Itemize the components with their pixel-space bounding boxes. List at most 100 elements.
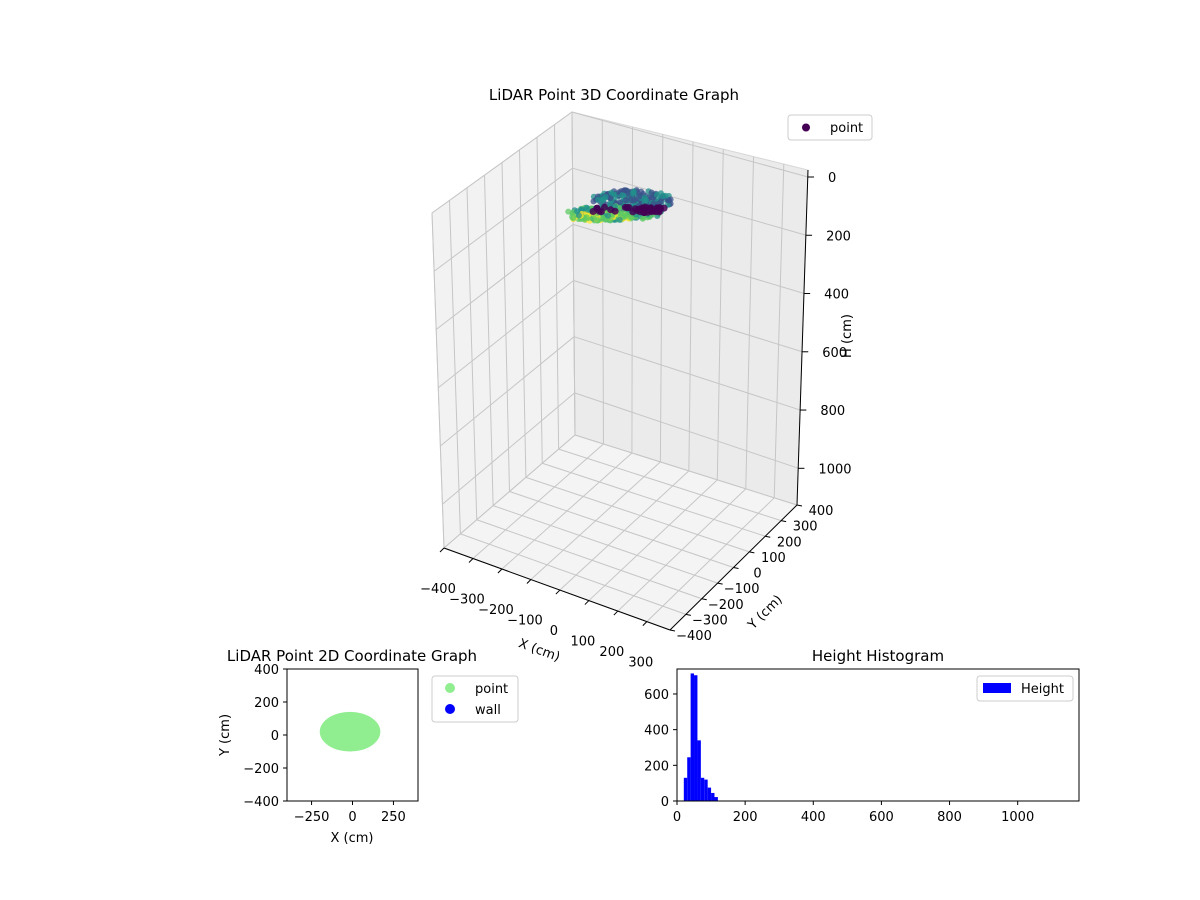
cloud-point	[607, 195, 614, 202]
tick-mark-x	[439, 547, 445, 553]
cloud-point	[602, 193, 609, 200]
cloud-point-dark	[652, 208, 660, 216]
tick-label-x: −100	[507, 614, 543, 629]
tick-label-x-2d: −250	[294, 810, 330, 825]
histogram-bar	[700, 777, 705, 801]
legend-label-point-3d: point	[830, 121, 863, 136]
tick-mark-x	[468, 558, 474, 563]
point-region-2d	[319, 711, 381, 752]
cloud-point-dark	[611, 207, 619, 215]
grid-line-z-wall	[440, 336, 575, 447]
cloud-point	[570, 215, 577, 222]
point-region-lobe	[336, 716, 373, 735]
ticks-3d: −400−300−200−1000100200300−400−300−200−1…	[420, 171, 851, 671]
tick-mark-y	[717, 582, 723, 585]
cloud-point	[643, 197, 650, 204]
tick-label-z: 0	[828, 171, 836, 186]
grid-line-x-wall	[601, 119, 604, 444]
histogram-bar	[690, 673, 695, 801]
grid-line-z-wall	[431, 111, 573, 214]
cloud-point	[667, 196, 674, 203]
tick-label-z: 200	[826, 229, 851, 244]
cloud-point-dark	[634, 207, 641, 215]
tick-label-x-hist: 800	[937, 810, 962, 825]
grid-line-z-wall	[442, 392, 575, 505]
grid-line-z	[574, 392, 799, 469]
tick-mark-y	[796, 504, 803, 507]
tick-mark-y	[749, 551, 755, 554]
cloud-point	[639, 215, 646, 222]
grid-line-y	[460, 533, 687, 615]
cloud-point	[625, 190, 632, 196]
chart-3d-title: LiDAR Point 3D Coordinate Graph	[489, 86, 739, 104]
legend-3d: point	[787, 114, 873, 141]
y-axis-label-3d: Y (cm)	[745, 592, 786, 633]
histogram-title: Height Histogram	[812, 647, 944, 665]
tick-label-y: 400	[809, 504, 834, 519]
grid-line-z-wall	[437, 280, 574, 389]
legend-2d: point wall	[431, 675, 519, 723]
x-axis-label-2d: X (cm)	[331, 831, 374, 846]
legend-histogram: Height	[976, 675, 1074, 702]
tick-label-x-hist: 1000	[1001, 810, 1034, 825]
tick-label-y-hist: 200	[644, 759, 669, 774]
legend-label-wall-2d: wall	[475, 703, 501, 718]
cloud-point	[648, 189, 655, 196]
histogram-bar	[707, 787, 712, 801]
tick-label-y: 300	[793, 520, 818, 535]
scatter-3d-chart: LiDAR Point 3D Coordinate Graph −400−300…	[420, 86, 873, 671]
cloud-point	[595, 196, 601, 203]
grid-line-y-wall	[466, 187, 478, 520]
tick-label-z: 600	[822, 346, 847, 361]
grid-line-x-wall	[745, 156, 755, 489]
tick-label-y: 100	[761, 551, 786, 566]
tick-label-y: −100	[724, 582, 760, 597]
tick-mark-y	[765, 535, 771, 538]
tick-label-y-hist: 400	[644, 724, 669, 739]
histogram-bar	[714, 797, 718, 801]
cloud-point	[608, 189, 615, 196]
cloud-point-dark	[646, 204, 654, 212]
cloud-point-dark	[640, 209, 648, 217]
legend-swatch-height	[983, 683, 1011, 693]
grid-line-y-wall	[484, 175, 494, 506]
tick-label-y: −200	[708, 598, 744, 613]
x-axis-label-3d: X (cm)	[516, 636, 562, 665]
grid-line-y	[509, 491, 734, 568]
histogram-bar	[697, 740, 701, 801]
tick-mark-x	[497, 568, 503, 574]
grid-line-z	[572, 223, 805, 295]
tick-label-x: −300	[449, 593, 485, 608]
grid-line-x-wall	[773, 164, 785, 498]
tick-label-y-2d: 0	[271, 729, 279, 744]
cloud-point	[636, 193, 643, 200]
tick-label-y-2d: 200	[254, 696, 279, 711]
tick-label-x-2d: 0	[348, 810, 356, 825]
cloud-point	[590, 215, 597, 222]
tick-label-x-hist: 200	[733, 810, 758, 825]
tick-label-x-hist: 0	[673, 810, 681, 825]
legend-label-point-2d: point	[475, 682, 508, 697]
grid-line-x-wall	[659, 134, 664, 462]
cloud-point	[653, 191, 660, 198]
histogram-bar	[694, 675, 698, 801]
grid-line-z-wall	[433, 167, 573, 272]
grid-line-y	[574, 434, 798, 506]
plot-frame-histogram	[676, 668, 1080, 802]
tick-mark-x	[613, 610, 619, 616]
grid-line-x-wall	[688, 141, 694, 471]
cloud-point	[605, 212, 611, 219]
grid-line-y-wall	[501, 162, 510, 492]
grid-line-y	[525, 476, 750, 553]
histogram-bars	[683, 673, 718, 801]
cloud-point-dark	[623, 204, 631, 212]
cloud-point	[630, 188, 637, 195]
x-axis-line	[443, 547, 671, 631]
grid-line-z	[572, 167, 807, 236]
grid-line-y-wall	[449, 200, 461, 534]
cloud-point	[619, 192, 626, 199]
tick-label-x-2d: 250	[381, 810, 406, 825]
tick-label-x: 100	[570, 635, 595, 650]
grid-line-y-wall	[554, 124, 560, 450]
